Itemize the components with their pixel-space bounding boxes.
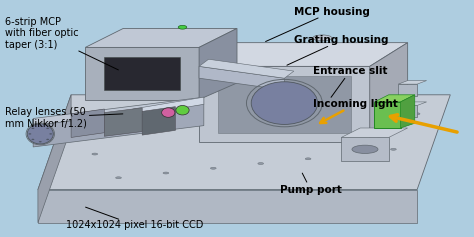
Ellipse shape <box>353 153 358 155</box>
Text: Relay lenses (50
mm Nikkor f/1.2): Relay lenses (50 mm Nikkor f/1.2) <box>5 107 123 128</box>
Text: 1024x1024 pixel 16-bit CCD: 1024x1024 pixel 16-bit CCD <box>66 207 204 230</box>
Ellipse shape <box>46 128 49 129</box>
Polygon shape <box>374 95 415 102</box>
Ellipse shape <box>305 158 311 160</box>
Polygon shape <box>104 57 180 90</box>
Polygon shape <box>33 104 204 147</box>
Polygon shape <box>85 28 237 47</box>
Ellipse shape <box>39 125 42 127</box>
Ellipse shape <box>82 137 88 138</box>
Polygon shape <box>142 107 175 135</box>
Polygon shape <box>38 190 417 223</box>
Polygon shape <box>71 109 104 137</box>
Polygon shape <box>398 102 427 105</box>
Ellipse shape <box>27 124 53 144</box>
Ellipse shape <box>116 177 121 179</box>
Text: Grating housing: Grating housing <box>287 35 388 65</box>
Polygon shape <box>199 66 370 142</box>
Ellipse shape <box>46 139 49 140</box>
Ellipse shape <box>258 163 264 164</box>
Bar <box>374 102 401 128</box>
Ellipse shape <box>39 141 42 142</box>
Ellipse shape <box>92 153 98 155</box>
Polygon shape <box>199 66 284 90</box>
Polygon shape <box>199 59 294 78</box>
Polygon shape <box>199 28 237 100</box>
Polygon shape <box>401 95 415 128</box>
Polygon shape <box>33 97 204 126</box>
Bar <box>398 105 417 117</box>
Ellipse shape <box>234 120 240 122</box>
Polygon shape <box>370 43 408 142</box>
Ellipse shape <box>251 82 318 124</box>
Text: Incoming light: Incoming light <box>313 99 398 123</box>
Ellipse shape <box>28 133 31 135</box>
Ellipse shape <box>31 139 34 140</box>
Ellipse shape <box>414 113 420 115</box>
Text: Pump port: Pump port <box>280 173 342 195</box>
Polygon shape <box>398 81 427 84</box>
Ellipse shape <box>139 129 145 131</box>
Ellipse shape <box>176 105 189 115</box>
Ellipse shape <box>187 125 192 127</box>
Polygon shape <box>38 95 71 223</box>
Polygon shape <box>218 76 351 133</box>
Text: MCP housing: MCP housing <box>265 7 370 41</box>
Polygon shape <box>133 97 204 116</box>
Polygon shape <box>341 137 389 161</box>
Ellipse shape <box>329 110 335 112</box>
Text: Entrance slit: Entrance slit <box>313 66 387 97</box>
Ellipse shape <box>391 148 396 150</box>
Ellipse shape <box>162 108 175 117</box>
Ellipse shape <box>210 167 216 169</box>
Polygon shape <box>199 43 408 66</box>
Polygon shape <box>104 108 142 136</box>
Ellipse shape <box>376 106 382 108</box>
Ellipse shape <box>163 172 169 174</box>
Ellipse shape <box>31 128 34 129</box>
Ellipse shape <box>178 25 187 29</box>
Ellipse shape <box>282 115 287 117</box>
Polygon shape <box>341 128 408 137</box>
Ellipse shape <box>352 145 378 154</box>
Bar <box>398 84 417 96</box>
Text: 6-strip MCP
with fiber optic
taper (3:1): 6-strip MCP with fiber optic taper (3:1) <box>5 17 118 70</box>
Polygon shape <box>38 95 450 190</box>
Ellipse shape <box>49 133 52 135</box>
Ellipse shape <box>313 35 332 41</box>
Polygon shape <box>85 47 199 100</box>
